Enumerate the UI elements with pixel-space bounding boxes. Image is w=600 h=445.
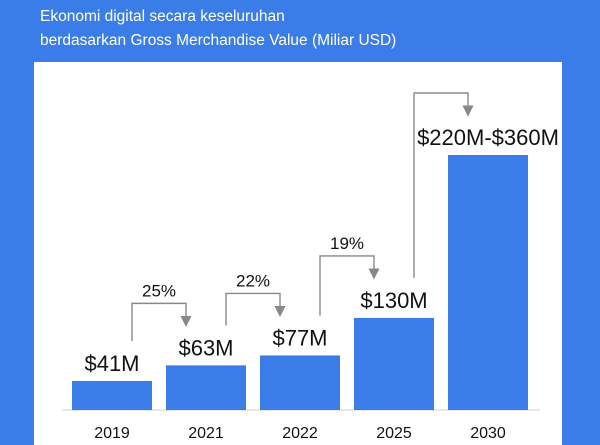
bar-2030 [448,155,528,410]
value-label-2030: $220M-$360M [417,125,559,150]
x-tick-2030: 2030 [470,425,506,442]
bar-2022 [260,355,340,410]
x-tick-2022: 2022 [282,425,318,442]
value-label-2021: $63M [178,335,233,360]
growth-label-3: 19% [330,234,364,253]
value-label-2025: $130M [360,288,427,313]
chart-title-line-2: berdasarkan Gross Merchandise Value (Mil… [40,32,397,49]
growth-label-2: 22% [236,271,270,290]
value-label-2022: $77M [272,325,327,350]
chart-title-line-1: Ekonomi digital secara keseluruhan [40,8,285,25]
growth-label-1: 25% [142,281,176,300]
x-tick-2025: 2025 [376,425,412,442]
bar-2021 [166,365,246,410]
bar-2025 [354,317,434,410]
x-tick-2019: 2019 [94,425,130,442]
growth-arrow-2 [225,292,286,326]
growth-arrow-1 [131,302,192,341]
x-tick-2021: 2021 [188,425,224,442]
value-label-2019: $41M [84,351,139,376]
chart-header: Ekonomi digital secara keseluruhan berda… [0,0,600,62]
growth-arrow-4 [413,92,474,278]
bar-2019 [72,380,152,410]
growth-arrow-3 [319,255,380,316]
